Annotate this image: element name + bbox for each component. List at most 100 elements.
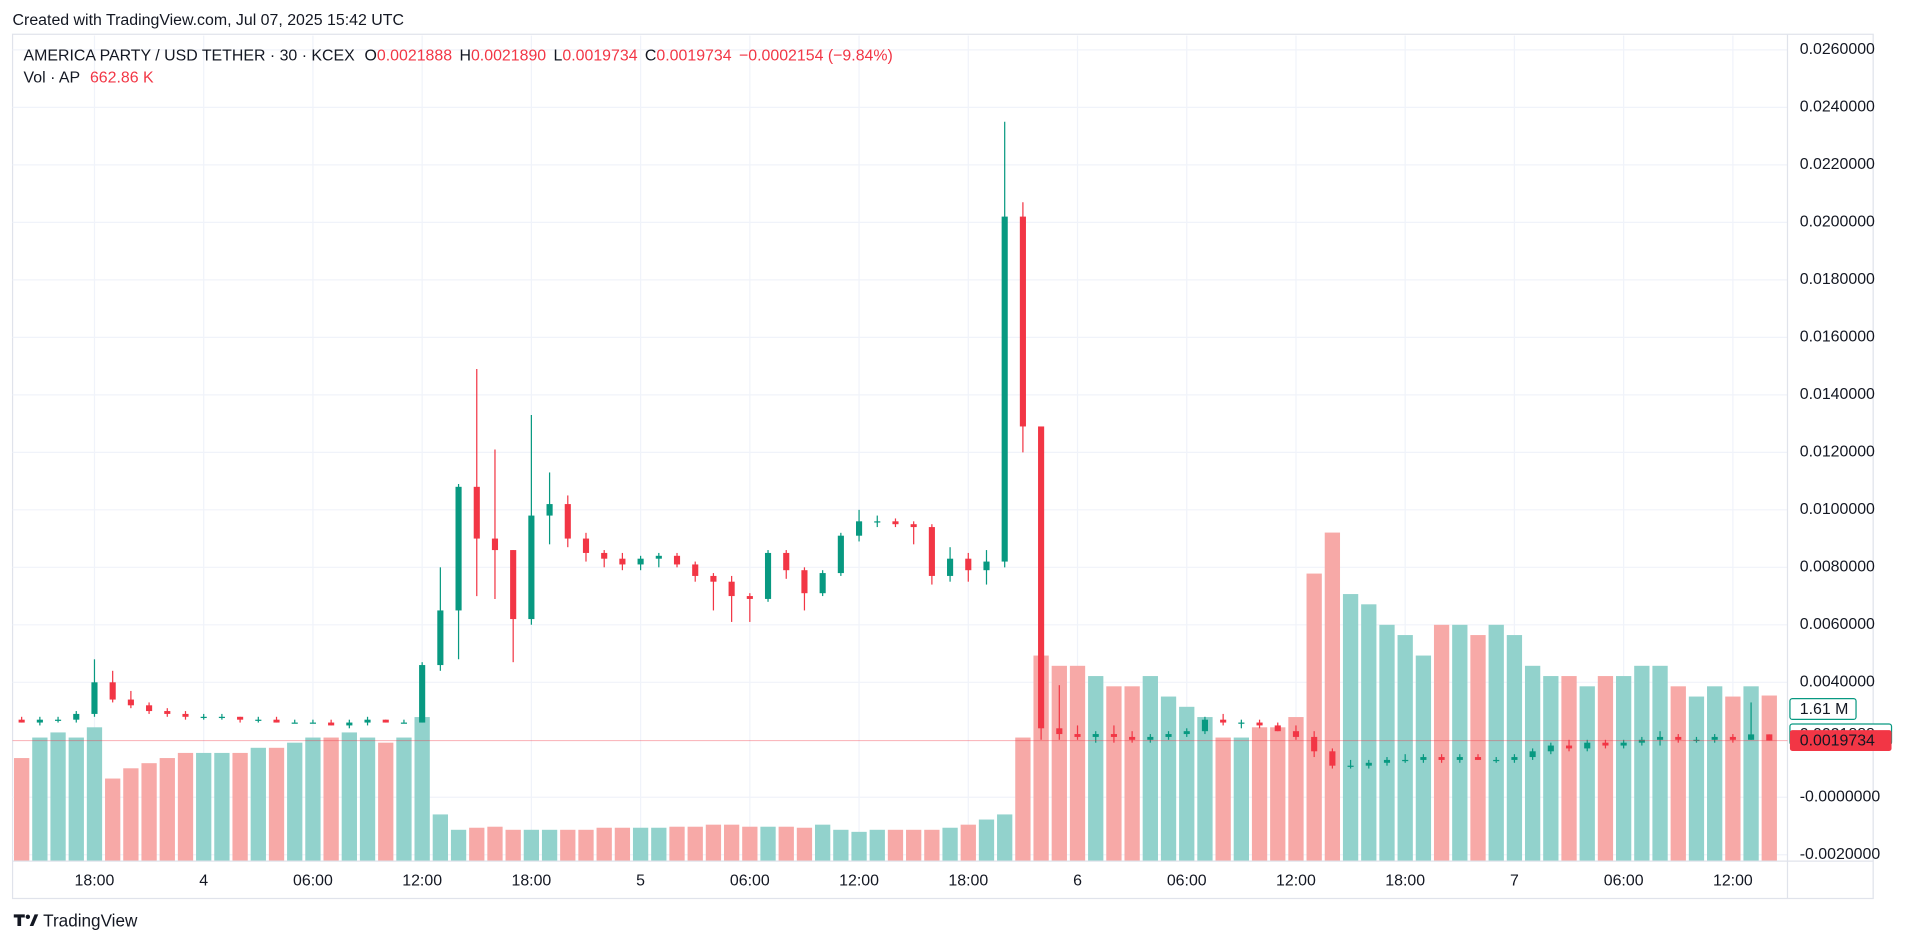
volume-bar (1124, 686, 1140, 861)
volume-bar (742, 826, 758, 861)
volume-bar (32, 737, 48, 861)
candle-body (928, 527, 935, 576)
candle-body (564, 504, 571, 539)
volume-bar (505, 829, 521, 861)
candle-body (1493, 759, 1500, 762)
volume-bar (1543, 676, 1559, 861)
candle-body (91, 682, 98, 714)
candle-body (1274, 725, 1281, 732)
candle-body (182, 713, 189, 717)
volume-bar (614, 827, 631, 861)
candle-body (1693, 739, 1700, 742)
volume-bar (1379, 624, 1395, 861)
volume-bar (1251, 727, 1268, 861)
candle-body (1292, 731, 1300, 737)
volume-bar (1707, 686, 1723, 861)
volume-bar (1179, 706, 1195, 861)
legend-key: C (645, 48, 657, 65)
candle-body (1656, 736, 1664, 740)
candle-body (1675, 736, 1682, 740)
volume-bar (305, 737, 321, 861)
candle-body (73, 713, 80, 720)
volume-legend: Vol · AP 662.86 K (24, 70, 154, 87)
volume-bar (105, 778, 121, 861)
candle-body (692, 564, 699, 576)
volume-bar (924, 829, 940, 861)
volume-badge-label: 1.61 M (1800, 701, 1849, 718)
legend-value: −0.0002154 (−9.84%) (739, 48, 893, 65)
candle-body (273, 719, 280, 723)
logo (13, 914, 39, 927)
volume-bar (1088, 676, 1104, 861)
volume-bar (1142, 676, 1158, 861)
price-badge-label: 0.0019734 (1800, 732, 1875, 749)
candle-body (1438, 757, 1445, 760)
volume-bar (141, 763, 157, 861)
candle-body (1711, 736, 1718, 740)
candle-body (947, 558, 954, 576)
volume-bar (796, 827, 813, 861)
volume-legend-value: 662.86 K (90, 70, 154, 87)
volume-bar (159, 758, 175, 861)
candle-body (1456, 757, 1463, 760)
candle-body (491, 538, 499, 551)
volume-bar (1743, 686, 1759, 861)
candle-body (18, 719, 25, 723)
x-tick-label: 12:00 (402, 873, 442, 890)
x-tick-label: 6 (1073, 873, 1082, 890)
volume-bar (560, 829, 576, 861)
legend-key: L (554, 48, 563, 65)
candle-body (910, 524, 917, 528)
x-tick-label: 7 (1510, 873, 1519, 890)
candle-body (309, 722, 316, 724)
y-tick-label: 0.0220000 (1800, 156, 1875, 173)
x-tick-label: 5 (636, 873, 645, 890)
candle-body (546, 504, 553, 516)
candle-body (528, 515, 535, 620)
candle-body (510, 550, 517, 620)
volume-bar (1670, 686, 1686, 861)
volume-title: Vol · AP (24, 70, 81, 87)
candle-body (419, 665, 426, 723)
volume-bar (1197, 717, 1213, 861)
volume-bar (1488, 624, 1504, 861)
volume-bar (196, 752, 212, 861)
candle-body (728, 581, 735, 597)
volume-bar (760, 826, 776, 861)
volume-bar (487, 826, 503, 861)
volume-badge (1789, 697, 1857, 721)
x-tick-label: 4 (199, 873, 208, 890)
volume-bar (1725, 696, 1741, 861)
candle-body (1092, 734, 1099, 737)
y-tick-label: 0.0260000 (1800, 41, 1875, 58)
candle-body (1311, 736, 1318, 752)
x-tick-label: 18:00 (511, 873, 551, 890)
price-badge (1789, 730, 1892, 751)
volume-bar (214, 752, 230, 861)
x-tick-label: 06:00 (730, 873, 770, 890)
volume-bar (705, 824, 722, 861)
volume-bar (869, 829, 885, 861)
candle-body (1110, 734, 1117, 737)
volume-bar (1324, 532, 1341, 861)
candle-body (1529, 751, 1536, 758)
volume-bar (86, 727, 103, 861)
y-tick-label: 0.0160000 (1800, 329, 1875, 346)
candle-body (874, 521, 881, 523)
volume-bar (1015, 737, 1031, 861)
y-tick-label: 0.0100000 (1800, 501, 1875, 518)
volume-bar (815, 824, 831, 861)
volume-bar (1761, 695, 1777, 861)
candle-body (255, 719, 262, 721)
volume-bar (887, 829, 904, 861)
candle-body (473, 486, 480, 539)
x-tick-label: 06:00 (1604, 873, 1644, 890)
candle-body (1547, 745, 1554, 752)
candle-body (1074, 734, 1081, 737)
volume-bar (469, 827, 485, 861)
volume-bar (359, 737, 376, 861)
volume-bar (396, 737, 412, 861)
volume-bar (778, 826, 794, 861)
candle-body (1748, 734, 1755, 740)
